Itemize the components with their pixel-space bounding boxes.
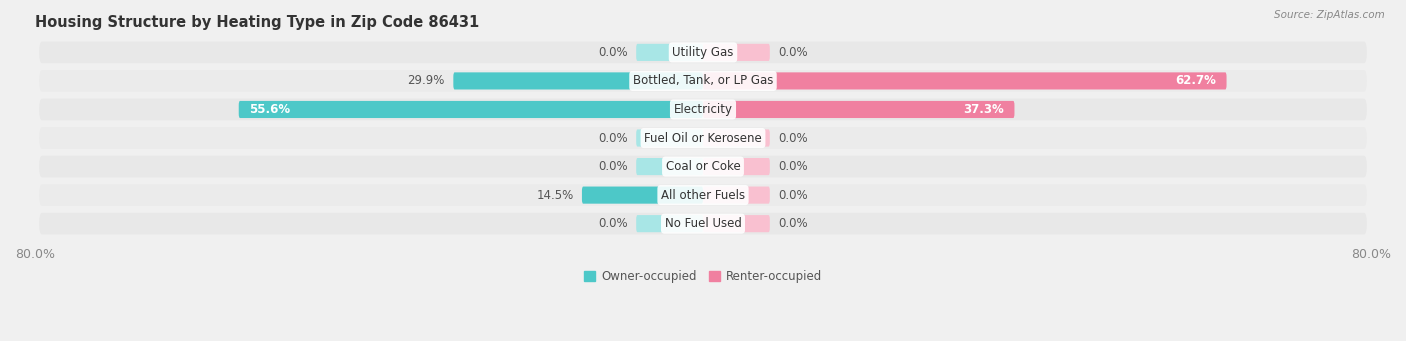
FancyBboxPatch shape	[703, 101, 1015, 118]
Text: Source: ZipAtlas.com: Source: ZipAtlas.com	[1274, 10, 1385, 20]
Text: All other Fuels: All other Fuels	[661, 189, 745, 202]
Text: Coal or Coke: Coal or Coke	[665, 160, 741, 173]
Text: Utility Gas: Utility Gas	[672, 46, 734, 59]
Text: 0.0%: 0.0%	[598, 46, 628, 59]
Text: 0.0%: 0.0%	[598, 217, 628, 230]
Text: Bottled, Tank, or LP Gas: Bottled, Tank, or LP Gas	[633, 74, 773, 87]
Text: 0.0%: 0.0%	[598, 160, 628, 173]
FancyBboxPatch shape	[39, 99, 1367, 120]
FancyBboxPatch shape	[703, 130, 770, 147]
FancyBboxPatch shape	[703, 72, 1226, 89]
FancyBboxPatch shape	[39, 184, 1367, 206]
FancyBboxPatch shape	[39, 42, 1367, 63]
FancyBboxPatch shape	[703, 187, 770, 204]
Legend: Owner-occupied, Renter-occupied: Owner-occupied, Renter-occupied	[579, 266, 827, 288]
Text: 0.0%: 0.0%	[598, 132, 628, 145]
FancyBboxPatch shape	[703, 158, 770, 175]
Text: Housing Structure by Heating Type in Zip Code 86431: Housing Structure by Heating Type in Zip…	[35, 15, 479, 30]
FancyBboxPatch shape	[703, 215, 770, 232]
Text: 0.0%: 0.0%	[778, 189, 808, 202]
FancyBboxPatch shape	[39, 70, 1367, 92]
FancyBboxPatch shape	[703, 44, 770, 61]
Text: Fuel Oil or Kerosene: Fuel Oil or Kerosene	[644, 132, 762, 145]
Text: 0.0%: 0.0%	[778, 46, 808, 59]
FancyBboxPatch shape	[239, 101, 703, 118]
FancyBboxPatch shape	[39, 156, 1367, 177]
Text: 0.0%: 0.0%	[778, 217, 808, 230]
FancyBboxPatch shape	[636, 44, 703, 61]
Text: 0.0%: 0.0%	[778, 160, 808, 173]
FancyBboxPatch shape	[636, 158, 703, 175]
FancyBboxPatch shape	[582, 187, 703, 204]
FancyBboxPatch shape	[636, 130, 703, 147]
Text: Electricity: Electricity	[673, 103, 733, 116]
Text: 55.6%: 55.6%	[249, 103, 290, 116]
Text: 14.5%: 14.5%	[536, 189, 574, 202]
FancyBboxPatch shape	[39, 127, 1367, 149]
FancyBboxPatch shape	[39, 213, 1367, 235]
Text: 37.3%: 37.3%	[963, 103, 1004, 116]
Text: No Fuel Used: No Fuel Used	[665, 217, 741, 230]
FancyBboxPatch shape	[636, 215, 703, 232]
Text: 62.7%: 62.7%	[1175, 74, 1216, 87]
Text: 29.9%: 29.9%	[408, 74, 444, 87]
Text: 0.0%: 0.0%	[778, 132, 808, 145]
FancyBboxPatch shape	[453, 72, 703, 89]
